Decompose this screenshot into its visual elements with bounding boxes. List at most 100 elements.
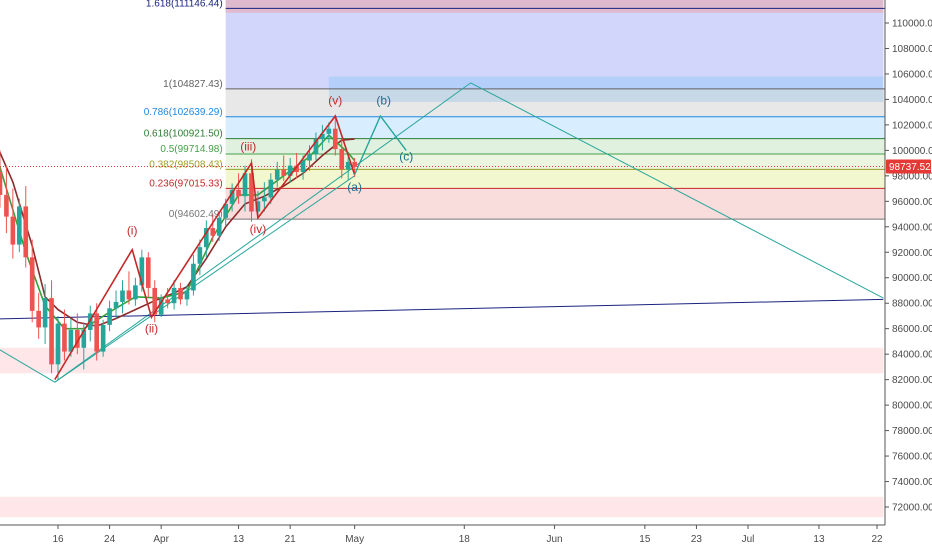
y-tick-label: 110000.00 bbox=[892, 19, 932, 30]
candle-59 bbox=[332, 117, 338, 156]
time-axis-bg bbox=[0, 525, 932, 550]
zone-4 bbox=[0, 496, 884, 518]
candle-body bbox=[10, 216, 16, 245]
candle-body bbox=[94, 313, 100, 352]
candle-body bbox=[100, 324, 106, 352]
candle-18 bbox=[68, 318, 74, 357]
x-tick-label: Jun bbox=[546, 534, 562, 545]
candle-body bbox=[171, 287, 177, 304]
current-price-badge: 98737.52 bbox=[886, 159, 931, 174]
candle-body bbox=[320, 133, 325, 139]
candle-body bbox=[120, 290, 125, 302]
y-tick-label: 100000.00 bbox=[892, 146, 932, 157]
fib-band-5 bbox=[225, 169, 885, 189]
candle-27 bbox=[126, 271, 132, 305]
candle-41 bbox=[216, 211, 222, 241]
y-tick-label: 98000.00 bbox=[892, 171, 932, 182]
x-tick-label: 18 bbox=[459, 534, 471, 545]
y-tick-label: 106000.00 bbox=[892, 69, 932, 80]
x-tick-label: 24 bbox=[104, 534, 116, 545]
candle-body bbox=[300, 160, 306, 173]
x-tick-label: 13 bbox=[813, 534, 825, 545]
fib-label-3: 0.618(100921.50) bbox=[144, 129, 223, 140]
y-tick-label: 86000.00 bbox=[892, 324, 932, 335]
candle-body bbox=[294, 165, 299, 173]
y-tick-label: 92000.00 bbox=[892, 248, 932, 259]
y-tick-label: 74000.00 bbox=[892, 477, 932, 488]
candle-12 bbox=[29, 239, 35, 323]
fib-band-4 bbox=[225, 153, 885, 170]
candle-32 bbox=[158, 294, 164, 318]
fib-band-6 bbox=[225, 188, 885, 220]
fib-label-1: 1(104827.43) bbox=[163, 79, 223, 90]
candle-body bbox=[184, 290, 190, 300]
candle-60 bbox=[339, 138, 345, 179]
candle-body bbox=[107, 308, 112, 325]
fib-label-6: 0.236(97015.33) bbox=[149, 178, 222, 189]
candle-body bbox=[242, 173, 248, 197]
wave-label-2: (iii) bbox=[240, 139, 256, 153]
candle-8 bbox=[4, 165, 9, 234]
zone-1 bbox=[225, 0, 884, 13]
wave-label-5: (a) bbox=[347, 180, 362, 194]
candle-body bbox=[307, 154, 312, 161]
x-tick-label: May bbox=[345, 534, 364, 545]
candle-body bbox=[216, 217, 222, 236]
candle-38 bbox=[197, 239, 203, 276]
candle-body bbox=[139, 257, 145, 286]
candle-10 bbox=[16, 198, 22, 253]
candle-body bbox=[42, 298, 48, 328]
candle-body bbox=[210, 228, 216, 236]
candle-9 bbox=[10, 188, 16, 259]
y-tick-label: 78000.00 bbox=[892, 426, 932, 437]
fib-label-5: 0.382(98508.43) bbox=[149, 159, 222, 170]
y-tick-label: 76000.00 bbox=[892, 452, 932, 463]
candle-body bbox=[68, 329, 74, 352]
candle-36 bbox=[184, 285, 190, 306]
candle-48 bbox=[262, 182, 267, 212]
x-tick-label: 23 bbox=[691, 534, 703, 545]
candle-25 bbox=[113, 290, 119, 319]
fib-band-1 bbox=[225, 88, 885, 117]
candle-35 bbox=[178, 282, 183, 305]
candle-30 bbox=[145, 252, 151, 297]
candle-24 bbox=[107, 300, 112, 332]
candle-body bbox=[87, 313, 93, 330]
candle-body bbox=[178, 287, 183, 300]
candle-body bbox=[152, 287, 158, 315]
candle-14 bbox=[42, 284, 48, 344]
y-tick-label: 94000.00 bbox=[892, 222, 932, 233]
zone-3 bbox=[0, 347, 884, 374]
candle-body bbox=[62, 323, 67, 352]
candle-body bbox=[352, 161, 357, 167]
x-tick-label: 15 bbox=[639, 534, 651, 545]
candle-body bbox=[204, 228, 209, 248]
candle-7 bbox=[0, 150, 3, 208]
candle-body bbox=[313, 138, 319, 155]
candle-37 bbox=[191, 254, 196, 296]
candle-body bbox=[0, 172, 3, 195]
trendline-1 bbox=[0, 298, 884, 320]
fib-band-2 bbox=[225, 116, 885, 139]
candle-body bbox=[236, 189, 241, 197]
y-tick-label: 84000.00 bbox=[892, 350, 932, 361]
wave-path bbox=[54, 114, 356, 381]
candle-body bbox=[274, 169, 280, 180]
fib-label-2: 0.786(102639.29) bbox=[144, 107, 223, 118]
y-tick-label: 102000.00 bbox=[892, 120, 932, 131]
y-tick-label: 82000.00 bbox=[892, 375, 932, 386]
current-price-label: 98737.52 bbox=[889, 162, 931, 173]
candle-body bbox=[113, 301, 119, 309]
candle-43 bbox=[229, 183, 235, 212]
candle-15 bbox=[49, 280, 54, 374]
candle-34 bbox=[171, 280, 177, 310]
trendline-0 bbox=[0, 82, 884, 383]
candle-body bbox=[126, 290, 132, 300]
x-tick-label: 22 bbox=[871, 534, 883, 545]
candle-body bbox=[29, 257, 35, 311]
candle-body bbox=[145, 257, 151, 288]
candle-body bbox=[165, 299, 170, 304]
wave-label-4: (v) bbox=[328, 94, 342, 108]
